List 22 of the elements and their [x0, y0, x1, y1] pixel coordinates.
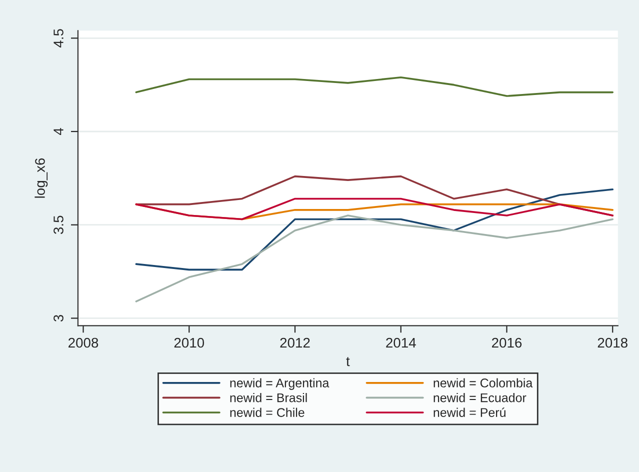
y-tick-label: 3 — [54, 314, 64, 322]
y-axis-title: log_x6 — [34, 158, 48, 198]
line-series — [135, 76, 614, 97]
legend-label: newid = Colombia — [434, 378, 533, 388]
y-tick-label: 3.5 — [54, 216, 64, 234]
legend-label: newid = Perú — [434, 408, 506, 417]
x-tick-label: 2010 — [174, 338, 204, 348]
legend-label: newid = Chile — [230, 408, 304, 417]
legend-label: newid = Brasil — [230, 393, 307, 402]
x-axis-title: t — [346, 357, 350, 366]
x-tick-label: 2008 — [68, 338, 98, 348]
line-series — [135, 214, 614, 302]
x-tick-label: 2018 — [598, 338, 628, 348]
line-series — [135, 198, 614, 220]
line-series — [135, 188, 614, 271]
x-tick-label: 2012 — [280, 338, 310, 348]
y-tick-label: 4.5 — [54, 29, 64, 48]
x-tick-label: 2014 — [386, 338, 416, 348]
y-tick-label: 4 — [54, 128, 64, 136]
legend-label: newid = Ecuador — [434, 393, 526, 402]
legend-label: newid = Argentina — [230, 378, 330, 390]
x-tick-label: 2016 — [492, 338, 522, 348]
